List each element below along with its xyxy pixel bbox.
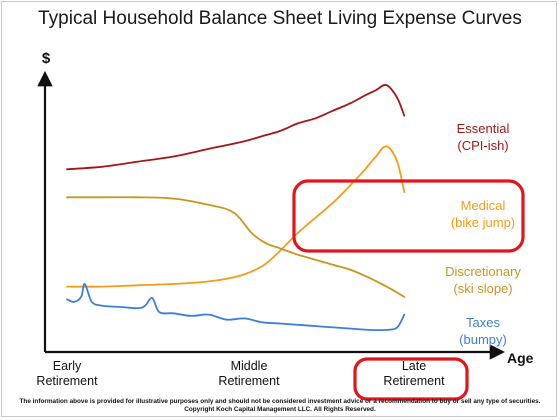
x-axis-label: Age [507, 350, 534, 366]
highlight-box-late-retirement [353, 357, 469, 401]
x-tick-label-0: Early Retirement [36, 359, 98, 388]
legend-label-essential: Essential (CPI-ish) [457, 121, 510, 153]
y-axis-label: $ [42, 50, 51, 67]
series-line-essential [66, 83, 406, 171]
legend-label-medical: Medical (bike jump) [451, 198, 515, 230]
series-line-discretionary [66, 196, 406, 298]
chart-title: Typical Household Balance Sheet Living E… [38, 8, 522, 29]
disclaimer-footer: The information above is provided for il… [19, 398, 541, 413]
legend-label-discretionary: Discretionary (ski slope) [445, 264, 521, 296]
series-line-taxes [66, 283, 406, 332]
series-line-medical [66, 145, 406, 288]
highlight-box-medical [292, 179, 525, 253]
legend-label-taxes: Taxes (bumpy) [459, 315, 507, 347]
x-tick-label-1: Middle Retirement [218, 359, 280, 388]
x-tick-label-2: Late Retirement [383, 359, 445, 388]
